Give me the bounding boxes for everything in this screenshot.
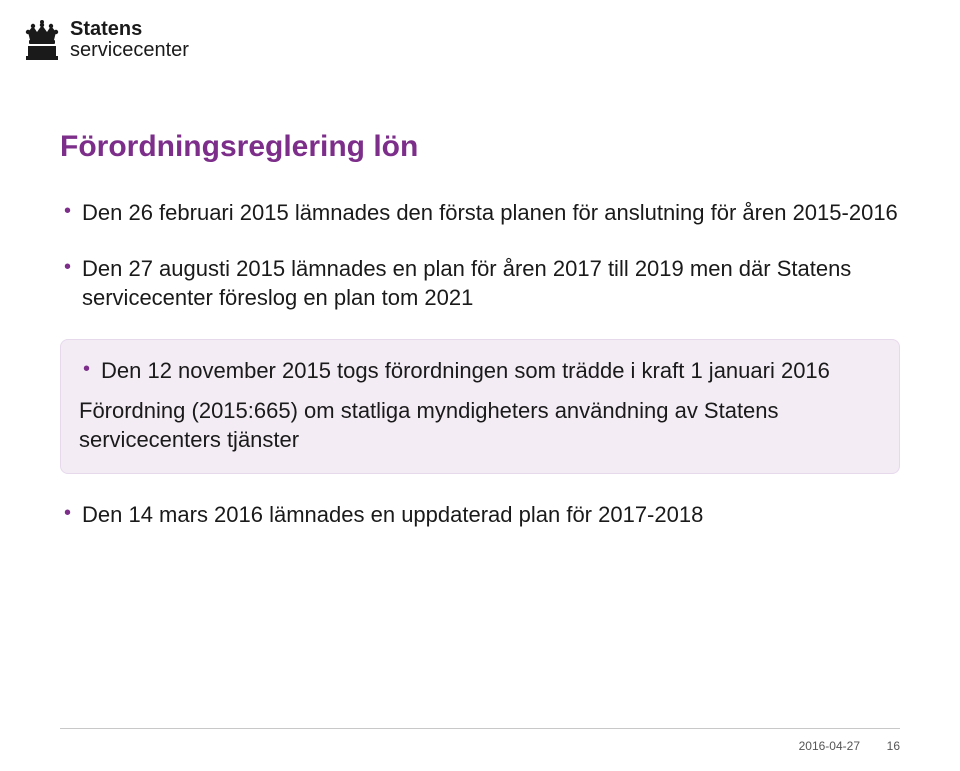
bullet-item: Den 27 augusti 2015 lämnades en plan för… (60, 254, 900, 313)
bullet-item: Den 26 februari 2015 lämnades den första… (60, 198, 900, 228)
footer-page: 16 (887, 739, 900, 753)
logo: Statens servicecenter (22, 18, 189, 62)
highlight-bullet-list: Den 12 november 2015 togs förordningen s… (79, 356, 881, 386)
logo-text: Statens servicecenter (70, 19, 189, 61)
slide-content: Förordningsreglering lön Den 26 februari… (60, 130, 900, 556)
highlight-box: Den 12 november 2015 togs förordningen s… (60, 339, 900, 474)
bullet-list-after: Den 14 mars 2016 lämnades en uppdaterad … (60, 500, 900, 530)
logo-line1: Statens (70, 19, 189, 40)
bullet-item: Den 14 mars 2016 lämnades en uppdaterad … (60, 500, 900, 530)
footer-divider (60, 728, 900, 729)
logo-line2: servicecenter (70, 40, 189, 61)
crown-icon (22, 18, 62, 62)
footer-date: 2016-04-27 (799, 739, 860, 753)
page-title: Förordningsreglering lön (60, 130, 900, 164)
bullet-list-top: Den 26 februari 2015 lämnades den första… (60, 198, 900, 313)
highlight-subline: Förordning (2015:665) om statliga myndig… (79, 396, 881, 455)
highlight-bullet: Den 12 november 2015 togs förordningen s… (79, 356, 881, 386)
